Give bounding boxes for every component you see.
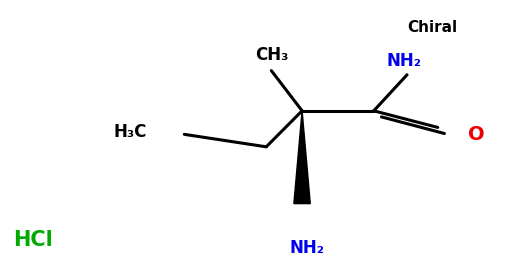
Text: CH₃: CH₃	[254, 47, 288, 64]
Text: H₃C: H₃C	[114, 123, 147, 140]
Text: Chiral: Chiral	[408, 20, 458, 35]
Text: O: O	[468, 125, 484, 144]
Text: NH₂: NH₂	[290, 239, 325, 257]
Text: HCl: HCl	[13, 230, 53, 250]
Text: NH₂: NH₂	[387, 52, 422, 70]
Polygon shape	[294, 111, 310, 204]
